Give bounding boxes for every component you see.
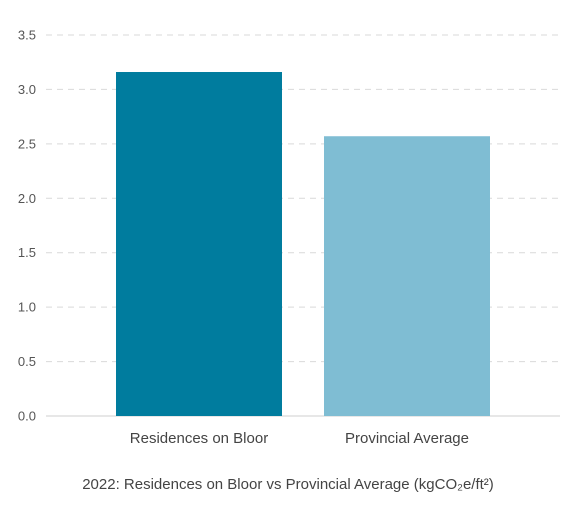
y-tick-label: 3.5	[18, 28, 36, 43]
bar	[324, 136, 490, 417]
bars	[116, 72, 490, 417]
bar	[116, 72, 282, 417]
y-tick-label: 3.0	[18, 82, 36, 97]
y-tick-label: 0.0	[18, 409, 36, 424]
x-axis-labels: Residences on Bloor Provincial Average	[130, 430, 469, 447]
y-tick-label: 2.0	[18, 191, 36, 206]
chart-caption: 2022: Residences on Bloor vs Provincial …	[82, 476, 494, 493]
x-category-label: Provincial Average	[345, 430, 469, 447]
y-tick-label: 1.5	[18, 245, 36, 260]
x-category-label: Residences on Bloor	[130, 430, 268, 447]
y-axis-ticks: 0.0 0.5 1.0 1.5 2.0 2.5 3.0 3.5	[18, 28, 36, 424]
y-tick-label: 0.5	[18, 354, 36, 369]
bar-chart: 0.0 0.5 1.0 1.5 2.0 2.5 3.0 3.5 Residences on B…	[18, 28, 560, 447]
y-tick-label: 2.5	[18, 136, 36, 151]
y-tick-label: 1.0	[18, 300, 36, 315]
